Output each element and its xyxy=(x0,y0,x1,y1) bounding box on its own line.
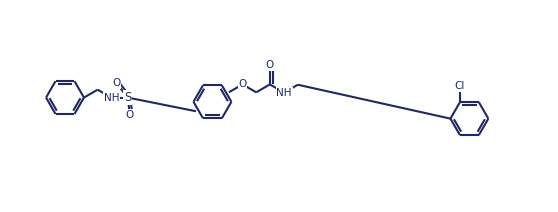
Text: Cl: Cl xyxy=(455,81,465,91)
Text: O: O xyxy=(238,80,247,89)
Text: NH: NH xyxy=(104,93,119,103)
Text: S: S xyxy=(124,91,132,104)
Text: O: O xyxy=(126,110,134,120)
Text: O: O xyxy=(266,60,274,70)
Text: O: O xyxy=(112,78,121,88)
Text: NH: NH xyxy=(276,88,292,98)
